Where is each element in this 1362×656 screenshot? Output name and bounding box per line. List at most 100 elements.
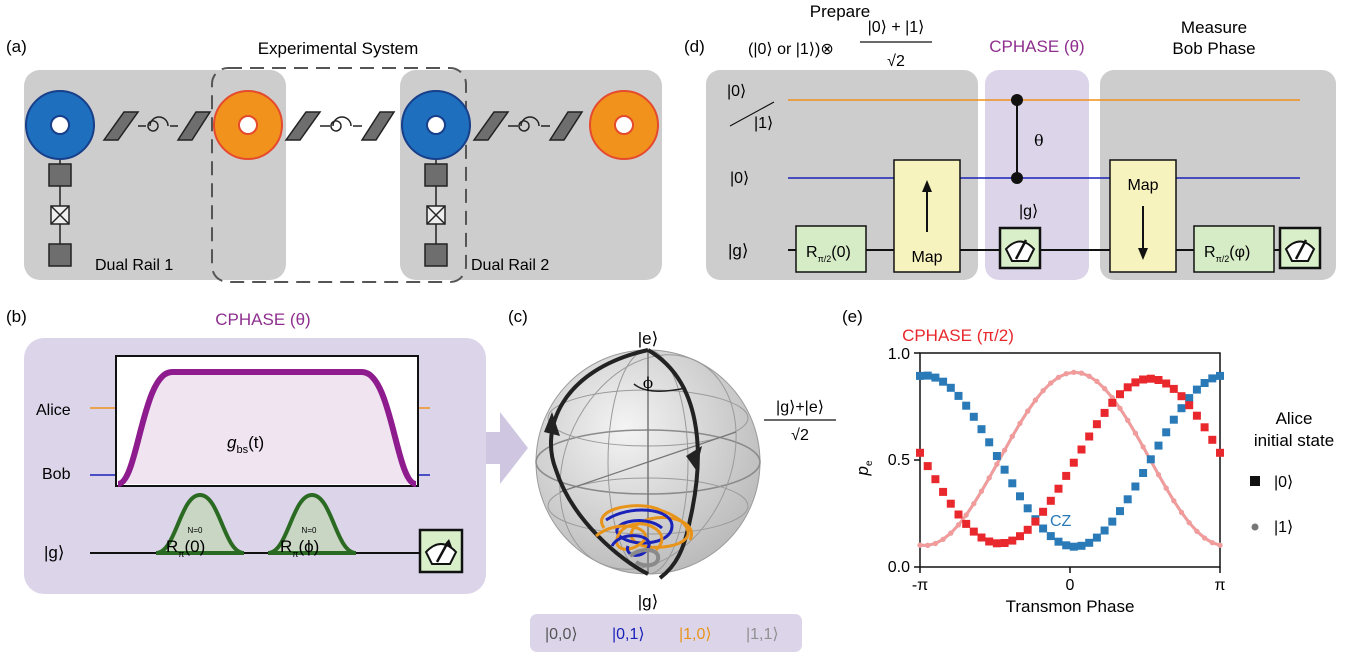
panel-b-g-state: |g⟩ xyxy=(44,543,65,562)
data-point xyxy=(1162,379,1171,388)
bloch-trajectory-left xyxy=(548,348,649,576)
experimental-system-dashed-box xyxy=(211,67,467,283)
panel-b-title: CPHASE (θ) xyxy=(215,310,310,329)
meter-icon-measure xyxy=(1278,226,1322,270)
controlled-phase-gate xyxy=(1011,94,1023,184)
pi-pulse-2 xyxy=(267,492,357,555)
data-point xyxy=(1177,404,1186,413)
cphase-title-d: CPHASE (θ) xyxy=(989,37,1084,56)
legend-state-10: |1,0⟩ xyxy=(679,626,712,643)
data-point xyxy=(1108,398,1117,407)
coupler-chain-3 xyxy=(472,111,584,141)
legend-title-line2: initial state xyxy=(1254,431,1334,450)
data-point xyxy=(1085,538,1094,547)
data-point xyxy=(1016,532,1024,541)
data-point xyxy=(1025,408,1031,414)
data-point xyxy=(1116,507,1124,516)
bloch-sphere xyxy=(535,349,761,575)
data-point xyxy=(1139,375,1148,384)
data-point xyxy=(1208,374,1217,383)
data-point xyxy=(1208,435,1217,444)
experimental-system-title: Experimental System xyxy=(258,39,419,58)
x-tick-pi: π xyxy=(1214,577,1225,594)
data-point xyxy=(962,519,971,528)
data-point xyxy=(1117,405,1123,411)
data-point xyxy=(954,510,963,519)
data-point xyxy=(955,522,962,528)
chart-marks xyxy=(916,369,1224,551)
legend-square-marker xyxy=(1250,476,1260,486)
data-point xyxy=(994,461,1000,467)
data-point xyxy=(1077,445,1086,454)
x-tick-neg-pi: -π xyxy=(912,577,928,594)
data-point xyxy=(1200,379,1209,387)
coupling-label: gbs(t) xyxy=(227,433,264,456)
data-point xyxy=(931,373,940,382)
data-point xyxy=(1002,447,1008,453)
data-point xyxy=(1008,536,1017,545)
flow-arrow xyxy=(486,412,528,484)
panel-b: (b) CPHASE (θ) Alice Bob gbs(t) |g⟩ N=0 … xyxy=(6,307,528,594)
measure-title: Measure xyxy=(1181,18,1247,37)
data-point xyxy=(923,462,932,471)
transmon-stack-1 xyxy=(48,160,72,267)
transmon-stack-2 xyxy=(424,160,448,267)
data-point xyxy=(1216,448,1224,457)
g-mid-label: |g⟩ xyxy=(1019,203,1038,220)
map-gate-down-label: Map xyxy=(1127,177,1158,194)
data-point xyxy=(1054,484,1063,493)
coupler-chain-2 xyxy=(284,111,396,141)
series-line xyxy=(919,370,1221,547)
data-point xyxy=(1054,537,1063,546)
cavity-disc-blue-1 xyxy=(25,90,95,160)
bloch-legend-box xyxy=(530,614,802,652)
data-point xyxy=(1086,373,1092,379)
data-point xyxy=(1100,408,1109,417)
data-point xyxy=(1162,428,1171,437)
bloch-e-label: |e⟩ xyxy=(638,329,659,348)
panel-c-label: (c) xyxy=(508,307,528,326)
data-point xyxy=(1000,465,1009,474)
legend-item-1: |1⟩ xyxy=(1274,519,1293,536)
y-tick-1: 1.0 xyxy=(888,346,910,363)
data-point xyxy=(1116,390,1124,399)
data-point xyxy=(1146,455,1155,464)
data-point xyxy=(1154,376,1163,384)
cavity-disc-blue-2 xyxy=(401,90,471,160)
legend-state-01: |0,1⟩ xyxy=(612,626,645,643)
data-point xyxy=(992,539,1001,548)
cz-label: CZ xyxy=(1050,513,1072,530)
rotation-gate-1-label: Rπ/2(0) xyxy=(806,244,851,264)
data-point xyxy=(985,537,994,546)
dual-rail-2-label: Dual Rail 2 xyxy=(471,257,549,274)
row1-top-label: |0⟩ xyxy=(727,83,746,100)
data-point xyxy=(1094,378,1100,384)
bloch-side-denominator: √2 xyxy=(791,427,809,444)
data-point xyxy=(962,401,971,410)
trajectory-arrow-left xyxy=(544,412,560,436)
data-point xyxy=(1200,423,1209,432)
data-point xyxy=(1023,504,1032,513)
data-point xyxy=(977,425,986,434)
prepare-numerator: |0⟩ + |1⟩ xyxy=(868,19,925,36)
y-tick-05: 0.5 xyxy=(888,452,910,469)
x-axis-label: Transmon Phase xyxy=(1006,597,1135,616)
data-point xyxy=(916,448,924,457)
legend-circle-marker xyxy=(1251,523,1259,531)
data-point xyxy=(1032,397,1038,403)
data-point xyxy=(931,475,940,484)
bob-label: Bob xyxy=(42,466,71,483)
data-point xyxy=(1131,378,1140,387)
dual-rail-1-label: Dual Rail 1 xyxy=(95,257,173,274)
legend-item-0: |0⟩ xyxy=(1274,474,1293,491)
y-axis-label: pe xyxy=(853,460,875,476)
data-point xyxy=(1139,469,1148,477)
data-point xyxy=(1046,496,1055,505)
data-point xyxy=(1169,415,1178,424)
map-up-arrow xyxy=(922,180,932,192)
data-point xyxy=(1039,507,1048,516)
pulse-2-label: Rπ(ϕ) xyxy=(280,537,319,559)
data-point xyxy=(1185,401,1194,410)
data-point xyxy=(1063,371,1069,377)
